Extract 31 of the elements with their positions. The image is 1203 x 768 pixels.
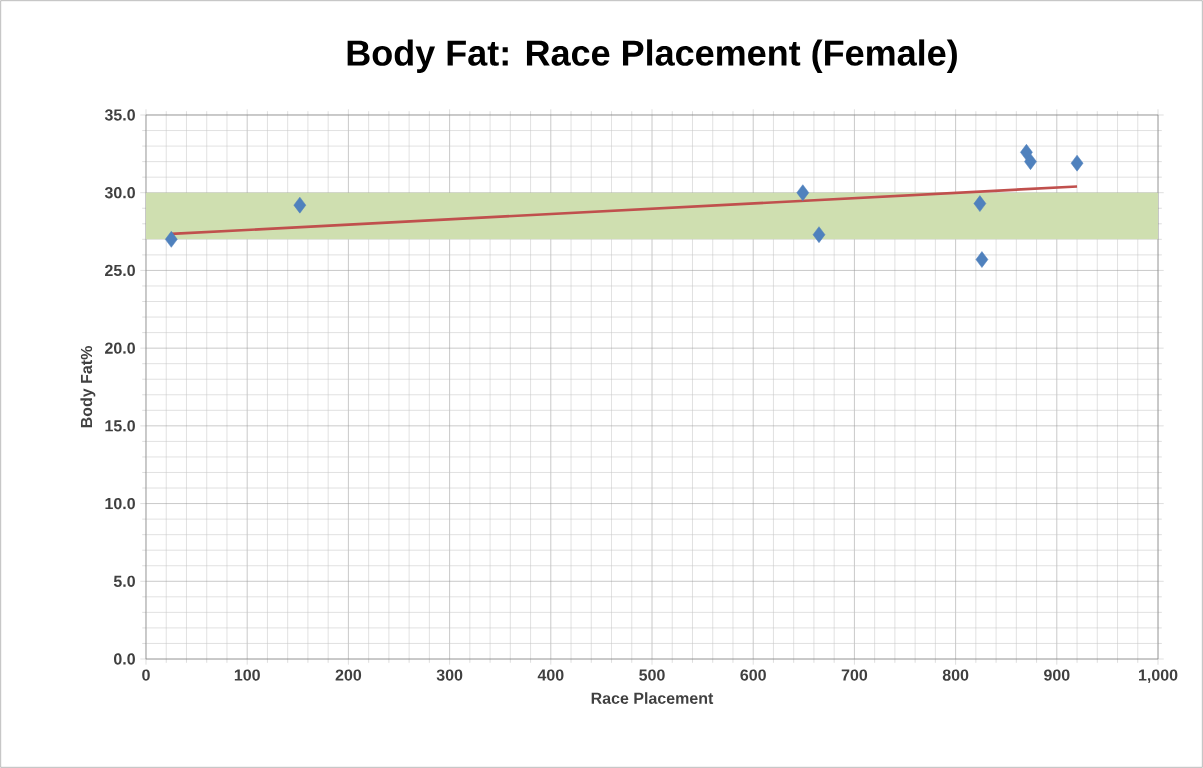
- y-tick-label: 30.0: [104, 187, 135, 199]
- chart-title: Body Fat: Race Placement (Female): [347, 39, 957, 73]
- x-tick-label: 300: [436, 669, 463, 681]
- x-tick-label: 700: [841, 669, 868, 681]
- x-tick-label: 800: [942, 669, 969, 681]
- y-tick-label: 25.0: [105, 264, 135, 277]
- y-tick-label: 20.0: [105, 342, 135, 354]
- x-axis-title: Race Placement: [591, 692, 714, 704]
- point: [1070, 154, 1084, 172]
- y-tick-label: 0.0: [113, 653, 135, 665]
- point: [812, 226, 826, 243]
- point: [796, 184, 810, 201]
- x-tick-label: 400: [537, 669, 564, 681]
- point: [165, 231, 178, 248]
- x-tick-label: 600: [740, 669, 766, 681]
- y-tick-label: 15.0: [105, 420, 135, 432]
- y-tick-label: 5.0: [113, 575, 135, 587]
- point: [1024, 153, 1037, 170]
- x-tick-label: 0: [142, 669, 150, 681]
- point: [1020, 144, 1033, 161]
- x-tick-label: 100: [234, 669, 260, 681]
- point: [293, 196, 307, 214]
- y-tick-label: 10.0: [105, 497, 135, 510]
- y-tick-label: 35.0: [104, 109, 135, 121]
- x-tick-label: 500: [639, 669, 665, 681]
- point: [973, 195, 987, 212]
- x-tick-label: 1,000: [1138, 669, 1178, 684]
- point: [975, 251, 989, 268]
- y-axis-title: Body Fat%: [80, 346, 96, 428]
- x-tick-label: 900: [1044, 669, 1070, 681]
- x-tick-label: 200: [335, 669, 362, 681]
